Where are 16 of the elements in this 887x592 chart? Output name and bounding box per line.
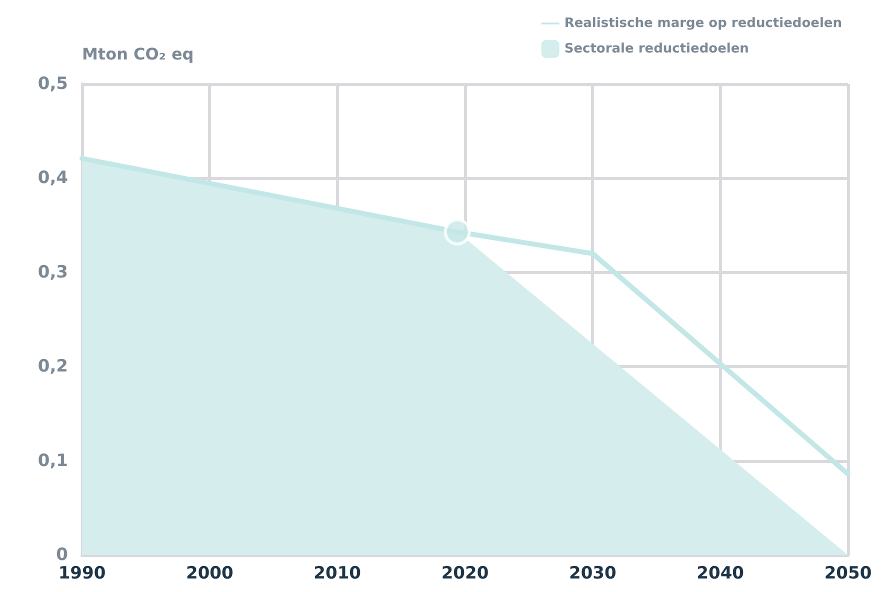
y-tick-label: 0,5	[38, 74, 68, 94]
x-tick-label: 2030	[569, 564, 616, 584]
y-axis-title: Mton CO₂ eq	[82, 44, 194, 64]
y-tick-label: 0,3	[38, 262, 68, 282]
legend-label: Realistische marge op reductiedoelen	[564, 16, 842, 31]
x-tick-label: 2020	[441, 564, 489, 584]
x-tick-label: 2000	[186, 564, 234, 584]
legend-label: Sectorale reductiedoelen	[564, 42, 749, 56]
x-tick-label: 1990	[58, 564, 106, 584]
x-tick-label: 2050	[824, 564, 872, 584]
y-tick-label: 0,2	[38, 356, 68, 377]
y-tick-label: 0,1	[38, 450, 68, 471]
y-tick-label: 0,4	[38, 168, 68, 188]
y-tick-label: 0	[56, 545, 68, 565]
x-tick-label: 2010	[314, 564, 362, 584]
x-tick-label: 2040	[696, 564, 744, 584]
